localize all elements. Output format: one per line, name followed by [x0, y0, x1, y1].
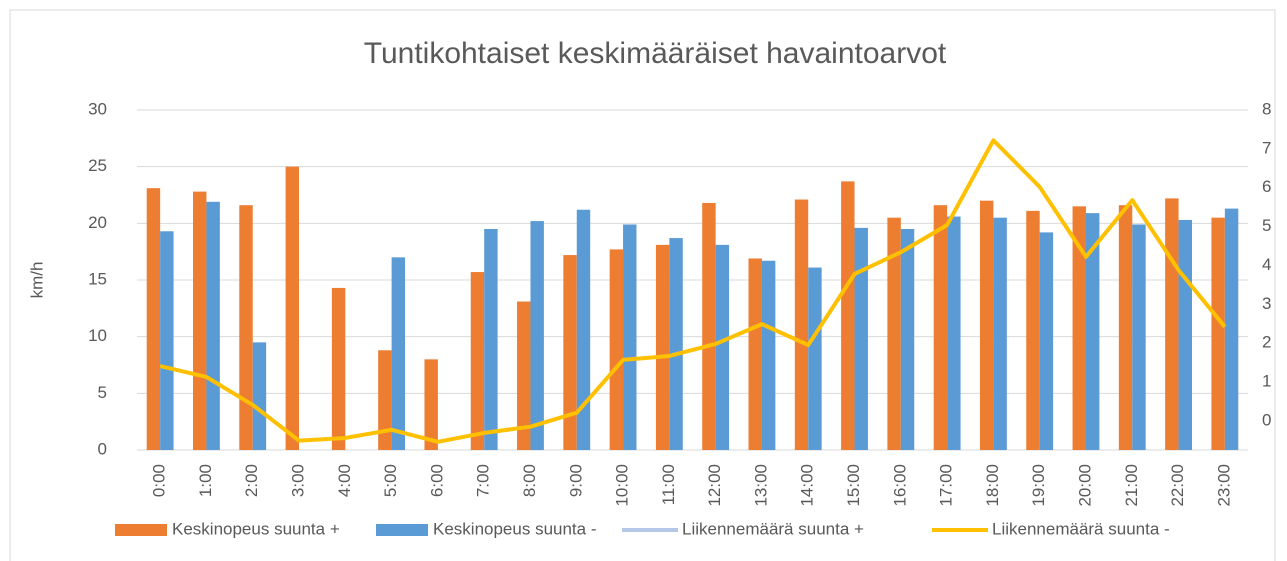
y-tick-label: 15	[88, 269, 107, 288]
bar	[517, 301, 531, 450]
y2-tick-label: 8	[1262, 99, 1271, 118]
bar	[841, 181, 855, 450]
bar	[993, 217, 1007, 450]
legend-swatch	[115, 524, 167, 536]
bar	[1178, 219, 1192, 450]
bar	[854, 227, 868, 450]
legend-label: Keskinopeus suunta -	[433, 519, 597, 538]
bar	[1165, 198, 1179, 450]
bar	[808, 267, 822, 450]
bar	[900, 229, 915, 450]
line	[159, 138, 1227, 444]
y-axis-label: km/h	[27, 262, 46, 299]
y2-tick-label: 1	[1262, 371, 1271, 390]
bar	[193, 191, 207, 450]
x-tick-label: 14:00	[798, 464, 817, 507]
x-tick-label: 0:00	[150, 464, 169, 497]
x-tick-label: 19:00	[1029, 464, 1048, 507]
x-tick-label: 20:00	[1075, 464, 1094, 507]
x-tick-label: 21:00	[1122, 464, 1141, 507]
bar	[206, 201, 220, 450]
x-tick-label: 4:00	[335, 464, 354, 497]
bar	[484, 229, 498, 450]
bar	[252, 342, 267, 450]
x-tick-label: 6:00	[427, 464, 446, 497]
x-tick-label: 15:00	[844, 464, 863, 507]
bar	[1072, 206, 1086, 450]
x-tick-label: 7:00	[474, 464, 493, 497]
y2-tick-label: 4	[1262, 255, 1271, 274]
bar	[1211, 217, 1225, 450]
y-tick-label: 25	[88, 156, 107, 175]
bar	[623, 224, 637, 450]
legend-label: Keskinopeus suunta +	[172, 519, 340, 538]
x-tick-label: 17:00	[937, 464, 956, 507]
bar	[933, 205, 948, 450]
y-tick-label: 0	[98, 439, 107, 458]
x-tick-label: 23:00	[1214, 464, 1233, 507]
bar	[669, 238, 683, 450]
bar	[1224, 208, 1239, 450]
x-tick-label: 8:00	[520, 464, 539, 497]
bar	[748, 258, 762, 450]
bar	[979, 200, 994, 450]
y2-tick-label: 5	[1262, 216, 1271, 235]
bar	[947, 216, 961, 450]
x-tick-label: 3:00	[289, 464, 308, 497]
y2-tick-label: 0	[1262, 410, 1271, 429]
bar	[576, 209, 591, 450]
y2-tick-label: 7	[1262, 138, 1271, 157]
y-tick-label: 30	[88, 99, 107, 118]
chart-title: Tuntikohtaiset keskimääräiset havaintoar…	[364, 37, 947, 70]
bar	[1118, 205, 1133, 450]
x-tick-label: 13:00	[751, 464, 770, 507]
y-tick-label: 20	[88, 213, 107, 232]
x-tick-label: 1:00	[196, 464, 215, 497]
x-tick-label: 10:00	[613, 464, 632, 507]
bar	[391, 257, 406, 450]
bar	[655, 244, 670, 450]
bar	[702, 202, 716, 450]
bar	[470, 272, 485, 450]
y-tick-label: 5	[98, 383, 107, 402]
bar	[887, 217, 901, 450]
x-tick-label: 22:00	[1168, 464, 1187, 507]
x-tick-label: 18:00	[983, 464, 1002, 507]
bar	[378, 350, 392, 450]
y2-tick-label: 6	[1262, 177, 1271, 196]
bar	[761, 260, 776, 450]
y-tick-label: 10	[88, 326, 107, 345]
bar	[715, 244, 730, 450]
legend-swatch	[376, 524, 428, 536]
bar	[146, 188, 161, 450]
bar	[1132, 224, 1146, 450]
legend-label: Liikennemäärä suunta +	[682, 519, 864, 538]
bar	[285, 166, 300, 450]
y2-tick-label: 3	[1262, 294, 1271, 313]
x-tick-label: 11:00	[659, 464, 678, 505]
bar	[1039, 232, 1054, 450]
x-tick-label: 12:00	[705, 464, 724, 507]
bar	[239, 205, 253, 450]
bar	[160, 231, 174, 450]
x-tick-label: 2:00	[242, 464, 261, 497]
bar	[609, 249, 624, 450]
bar	[530, 221, 544, 450]
bar	[563, 255, 577, 450]
chart-border	[9, 9, 1276, 561]
bar	[794, 199, 809, 450]
x-tick-label: 16:00	[890, 464, 909, 507]
bar	[1085, 213, 1100, 450]
bar	[1026, 210, 1040, 450]
legend-label: Liikennemäärä suunta -	[992, 519, 1170, 538]
x-tick-label: 9:00	[566, 464, 585, 497]
x-tick-label: 5:00	[381, 464, 400, 497]
bar	[424, 359, 438, 450]
bar	[331, 287, 346, 450]
y2-tick-label: 2	[1262, 333, 1271, 352]
